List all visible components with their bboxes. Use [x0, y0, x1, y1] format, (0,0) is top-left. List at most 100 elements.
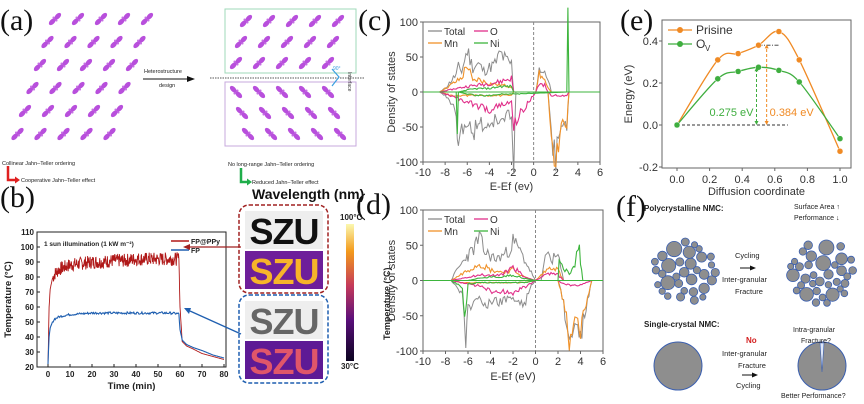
legend-label: Prisine — [696, 23, 733, 37]
grain-particle — [847, 255, 856, 264]
grain-particle — [836, 285, 844, 293]
molecule-icon — [281, 106, 295, 120]
grain-particle — [848, 266, 857, 275]
y-tick-label: 50 — [25, 318, 34, 327]
thermal-text: SZU — [250, 251, 319, 292]
bottom-domain-box — [224, 81, 357, 147]
panel-f-label: (f) — [616, 190, 646, 223]
molecule-center — [285, 110, 291, 116]
molecule-lobe — [333, 112, 341, 120]
grain-particle — [792, 286, 801, 295]
molecule-center — [335, 18, 341, 24]
poly-title: Polycrystalline NMC: — [644, 204, 724, 213]
x-axis-title: Diffusion coordinate — [708, 186, 805, 198]
x-tick-label: 0.6 — [767, 174, 782, 186]
molecule-lobe — [275, 62, 283, 70]
molecule-center — [325, 89, 331, 95]
legend-label: FP — [191, 248, 200, 255]
grain-particle — [682, 245, 696, 259]
grain-particle — [699, 293, 707, 301]
molecule-lobe — [71, 18, 79, 26]
grain-particle — [836, 242, 845, 251]
x-tick-label: -6 — [462, 167, 472, 179]
x-tick-label: 4 — [575, 167, 581, 179]
molecule-lobe — [314, 14, 322, 22]
y-tick-label: 90 — [25, 258, 34, 267]
angle-label: 90° — [333, 66, 341, 72]
molecule-lobe — [108, 58, 116, 66]
grain-particle — [674, 279, 684, 288]
dos-line-mn-up — [439, 66, 569, 93]
y-tick-label: 20 — [25, 363, 34, 372]
x-tick-label: 0.0 — [669, 174, 684, 186]
y-axis-title: Density of states — [386, 239, 398, 321]
molecule-lobe — [245, 14, 253, 22]
molecule-lobe — [257, 41, 265, 49]
grain-particle — [798, 247, 808, 256]
molecule-lobe — [77, 12, 85, 20]
molecule-lobe — [34, 133, 41, 141]
molecule-lobe — [229, 62, 237, 70]
y-axis-title: Density of states — [386, 51, 398, 133]
molecule-lobe — [55, 81, 62, 89]
x-tick-label: -2 — [508, 356, 518, 368]
molecule-center — [121, 16, 127, 22]
molecule-icon — [280, 35, 294, 49]
grain-particle — [818, 293, 827, 302]
molecule-lobe — [117, 18, 125, 26]
molecule-lobe — [327, 91, 335, 99]
barrier-label: 0.384 eV — [770, 107, 815, 119]
panel-e-label: (e) — [620, 4, 654, 37]
molecule-lobe — [24, 104, 32, 112]
data-point — [714, 75, 721, 83]
y-tick-label: 110 — [21, 228, 34, 237]
x-tick-label: -6 — [463, 356, 473, 368]
molecule-center — [45, 108, 51, 114]
grain-particle — [672, 272, 681, 281]
pointer-arrow-head-icon — [184, 308, 191, 314]
angle-marker — [331, 68, 340, 87]
molecule-icon — [102, 58, 116, 72]
y-tick-label: 0.0 — [643, 120, 658, 132]
grain-particle — [787, 262, 795, 270]
grain-particle — [843, 272, 852, 281]
legend-label: Total — [444, 215, 465, 226]
grain-particle — [658, 269, 667, 279]
molecule-center — [29, 85, 36, 91]
molecule-icon — [79, 58, 93, 72]
molecule-lobe — [258, 106, 266, 114]
grain-particle — [654, 281, 662, 289]
molecule-center — [266, 18, 272, 24]
heterostructure-arrow-label-top: Heterostructure — [144, 69, 182, 75]
molecule-center — [22, 108, 28, 114]
molecule-lobe — [110, 110, 118, 118]
molecule-lobe — [262, 20, 270, 28]
grain-particle — [695, 245, 703, 253]
molecule-lobe — [258, 56, 266, 64]
molecule-icon — [140, 12, 154, 26]
single-fracture: Fracture — [738, 361, 766, 370]
data-point — [836, 148, 844, 155]
grain-particle — [688, 287, 699, 297]
y-tick-label: -50 — [402, 122, 418, 134]
panel-b-label: (b) — [0, 181, 35, 214]
x-tick-label: 0.8 — [800, 174, 815, 186]
x-tick-label: 0 — [532, 356, 538, 368]
photo-text: SZU — [250, 301, 319, 342]
data-point — [755, 41, 762, 49]
molecule-lobe — [241, 112, 249, 120]
molecule-lobe — [281, 106, 289, 114]
molecule-lobe — [235, 91, 243, 99]
molecule-icon — [110, 104, 124, 118]
molecule-icon — [239, 14, 253, 28]
x-tick-label: 70 — [198, 370, 207, 379]
molecule-center — [136, 39, 143, 45]
x-tick-label: -8 — [440, 167, 450, 179]
molecule-icon — [48, 12, 62, 26]
molecule-lobe — [116, 35, 123, 43]
molecule-lobe — [70, 35, 77, 43]
grain-particle — [664, 292, 672, 300]
arrow-head-icon — [754, 67, 759, 72]
